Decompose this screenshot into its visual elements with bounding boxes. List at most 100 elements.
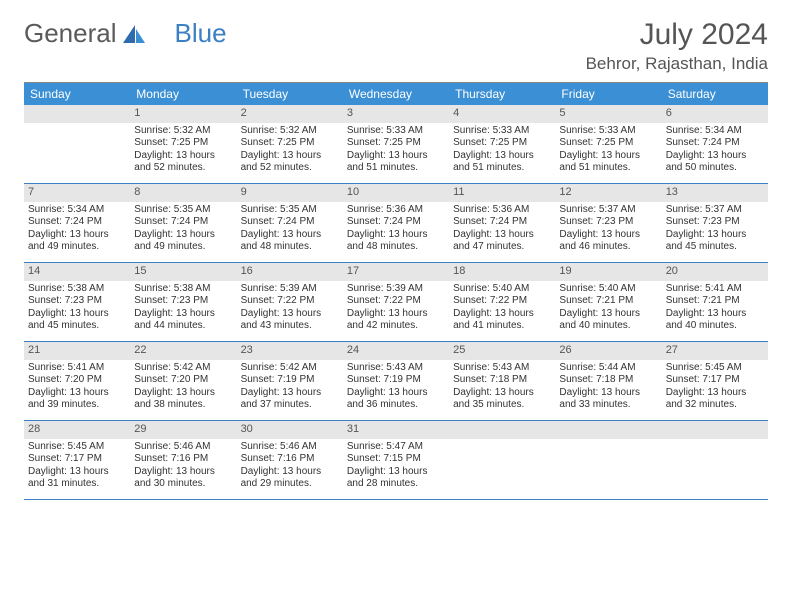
detail-line: and 48 minutes. — [347, 241, 445, 254]
day-cell: 25Sunrise: 5:43 AMSunset: 7:18 PMDayligh… — [449, 342, 555, 420]
day-details: Sunrise: 5:33 AMSunset: 7:25 PMDaylight:… — [343, 123, 449, 179]
detail-line: Sunrise: 5:34 AM — [28, 204, 126, 217]
day-details: Sunrise: 5:43 AMSunset: 7:18 PMDaylight:… — [449, 360, 555, 416]
day-number — [24, 105, 130, 123]
detail-line: Sunrise: 5:32 AM — [134, 125, 232, 138]
week-row: 7Sunrise: 5:34 AMSunset: 7:24 PMDaylight… — [24, 184, 768, 263]
detail-line: Sunrise: 5:39 AM — [347, 283, 445, 296]
detail-line: Sunset: 7:22 PM — [347, 295, 445, 308]
detail-line: Daylight: 13 hours — [28, 308, 126, 321]
detail-line: Daylight: 13 hours — [134, 150, 232, 163]
day-number — [555, 421, 661, 439]
day-cell: 8Sunrise: 5:35 AMSunset: 7:24 PMDaylight… — [130, 184, 236, 262]
day-details — [662, 439, 768, 445]
detail-line: Sunrise: 5:34 AM — [666, 125, 764, 138]
day-number: 1 — [130, 105, 236, 123]
detail-line: Sunrise: 5:47 AM — [347, 441, 445, 454]
day-number: 23 — [237, 342, 343, 360]
day-cell: 19Sunrise: 5:40 AMSunset: 7:21 PMDayligh… — [555, 263, 661, 341]
detail-line: Sunset: 7:24 PM — [453, 216, 551, 229]
day-details: Sunrise: 5:33 AMSunset: 7:25 PMDaylight:… — [449, 123, 555, 179]
detail-line: Daylight: 13 hours — [559, 150, 657, 163]
day-number: 13 — [662, 184, 768, 202]
detail-line: Sunrise: 5:44 AM — [559, 362, 657, 375]
calendar: SundayMondayTuesdayWednesdayThursdayFrid… — [24, 82, 768, 500]
day-details: Sunrise: 5:41 AMSunset: 7:21 PMDaylight:… — [662, 281, 768, 337]
detail-line: Daylight: 13 hours — [241, 387, 339, 400]
day-details — [555, 439, 661, 445]
detail-line: Sunset: 7:19 PM — [241, 374, 339, 387]
day-details — [449, 439, 555, 445]
day-cell: 3Sunrise: 5:33 AMSunset: 7:25 PMDaylight… — [343, 105, 449, 183]
detail-line: Sunrise: 5:43 AM — [453, 362, 551, 375]
detail-line: and 31 minutes. — [28, 478, 126, 491]
day-cell — [662, 421, 768, 499]
day-header-row: SundayMondayTuesdayWednesdayThursdayFrid… — [24, 83, 768, 105]
detail-line: Sunset: 7:23 PM — [134, 295, 232, 308]
day-number: 6 — [662, 105, 768, 123]
detail-line: Daylight: 13 hours — [241, 308, 339, 321]
detail-line: and 39 minutes. — [28, 399, 126, 412]
day-details: Sunrise: 5:39 AMSunset: 7:22 PMDaylight:… — [343, 281, 449, 337]
detail-line: Daylight: 13 hours — [666, 150, 764, 163]
day-number: 17 — [343, 263, 449, 281]
detail-line: Daylight: 13 hours — [28, 387, 126, 400]
day-header: Tuesday — [237, 83, 343, 105]
brand-part2: Blue — [175, 18, 227, 49]
day-header: Monday — [130, 83, 236, 105]
page-header: General Blue July 2024 Behror, Rajasthan… — [24, 18, 768, 74]
day-cell: 28Sunrise: 5:45 AMSunset: 7:17 PMDayligh… — [24, 421, 130, 499]
detail-line: Sunset: 7:16 PM — [134, 453, 232, 466]
detail-line: Sunset: 7:19 PM — [347, 374, 445, 387]
day-details: Sunrise: 5:36 AMSunset: 7:24 PMDaylight:… — [449, 202, 555, 258]
detail-line: and 28 minutes. — [347, 478, 445, 491]
detail-line: Sunrise: 5:41 AM — [666, 283, 764, 296]
detail-line: Daylight: 13 hours — [347, 308, 445, 321]
detail-line: Sunset: 7:15 PM — [347, 453, 445, 466]
day-number: 5 — [555, 105, 661, 123]
detail-line: Sunset: 7:25 PM — [347, 137, 445, 150]
day-cell — [449, 421, 555, 499]
day-cell: 29Sunrise: 5:46 AMSunset: 7:16 PMDayligh… — [130, 421, 236, 499]
day-details: Sunrise: 5:32 AMSunset: 7:25 PMDaylight:… — [130, 123, 236, 179]
detail-line: and 36 minutes. — [347, 399, 445, 412]
detail-line: Sunrise: 5:35 AM — [241, 204, 339, 217]
detail-line: Sunset: 7:17 PM — [28, 453, 126, 466]
day-header: Friday — [555, 83, 661, 105]
day-details: Sunrise: 5:41 AMSunset: 7:20 PMDaylight:… — [24, 360, 130, 416]
detail-line: Daylight: 13 hours — [241, 466, 339, 479]
detail-line: Daylight: 13 hours — [347, 229, 445, 242]
day-number: 14 — [24, 263, 130, 281]
detail-line: Daylight: 13 hours — [559, 387, 657, 400]
detail-line: Sunset: 7:24 PM — [134, 216, 232, 229]
detail-line: Sunset: 7:20 PM — [28, 374, 126, 387]
detail-line: Sunset: 7:24 PM — [28, 216, 126, 229]
day-number: 26 — [555, 342, 661, 360]
detail-line: Sunrise: 5:43 AM — [347, 362, 445, 375]
detail-line: Daylight: 13 hours — [134, 308, 232, 321]
day-details: Sunrise: 5:46 AMSunset: 7:16 PMDaylight:… — [130, 439, 236, 495]
day-number: 22 — [130, 342, 236, 360]
detail-line: and 49 minutes. — [134, 241, 232, 254]
detail-line: Daylight: 13 hours — [666, 229, 764, 242]
detail-line: Daylight: 13 hours — [28, 466, 126, 479]
detail-line: Sunset: 7:25 PM — [134, 137, 232, 150]
day-number: 10 — [343, 184, 449, 202]
detail-line: Sunset: 7:23 PM — [28, 295, 126, 308]
detail-line: and 51 minutes. — [347, 162, 445, 175]
detail-line: Sunrise: 5:33 AM — [347, 125, 445, 138]
day-cell: 9Sunrise: 5:35 AMSunset: 7:24 PMDaylight… — [237, 184, 343, 262]
detail-line: Sunset: 7:17 PM — [666, 374, 764, 387]
day-number: 4 — [449, 105, 555, 123]
day-number: 8 — [130, 184, 236, 202]
day-cell: 31Sunrise: 5:47 AMSunset: 7:15 PMDayligh… — [343, 421, 449, 499]
detail-line: Sunset: 7:24 PM — [241, 216, 339, 229]
detail-line: Sunset: 7:16 PM — [241, 453, 339, 466]
detail-line: and 49 minutes. — [28, 241, 126, 254]
day-cell: 16Sunrise: 5:39 AMSunset: 7:22 PMDayligh… — [237, 263, 343, 341]
detail-line: Sunrise: 5:38 AM — [28, 283, 126, 296]
day-details: Sunrise: 5:32 AMSunset: 7:25 PMDaylight:… — [237, 123, 343, 179]
day-details: Sunrise: 5:35 AMSunset: 7:24 PMDaylight:… — [130, 202, 236, 258]
day-cell: 11Sunrise: 5:36 AMSunset: 7:24 PMDayligh… — [449, 184, 555, 262]
detail-line: Sunrise: 5:37 AM — [666, 204, 764, 217]
